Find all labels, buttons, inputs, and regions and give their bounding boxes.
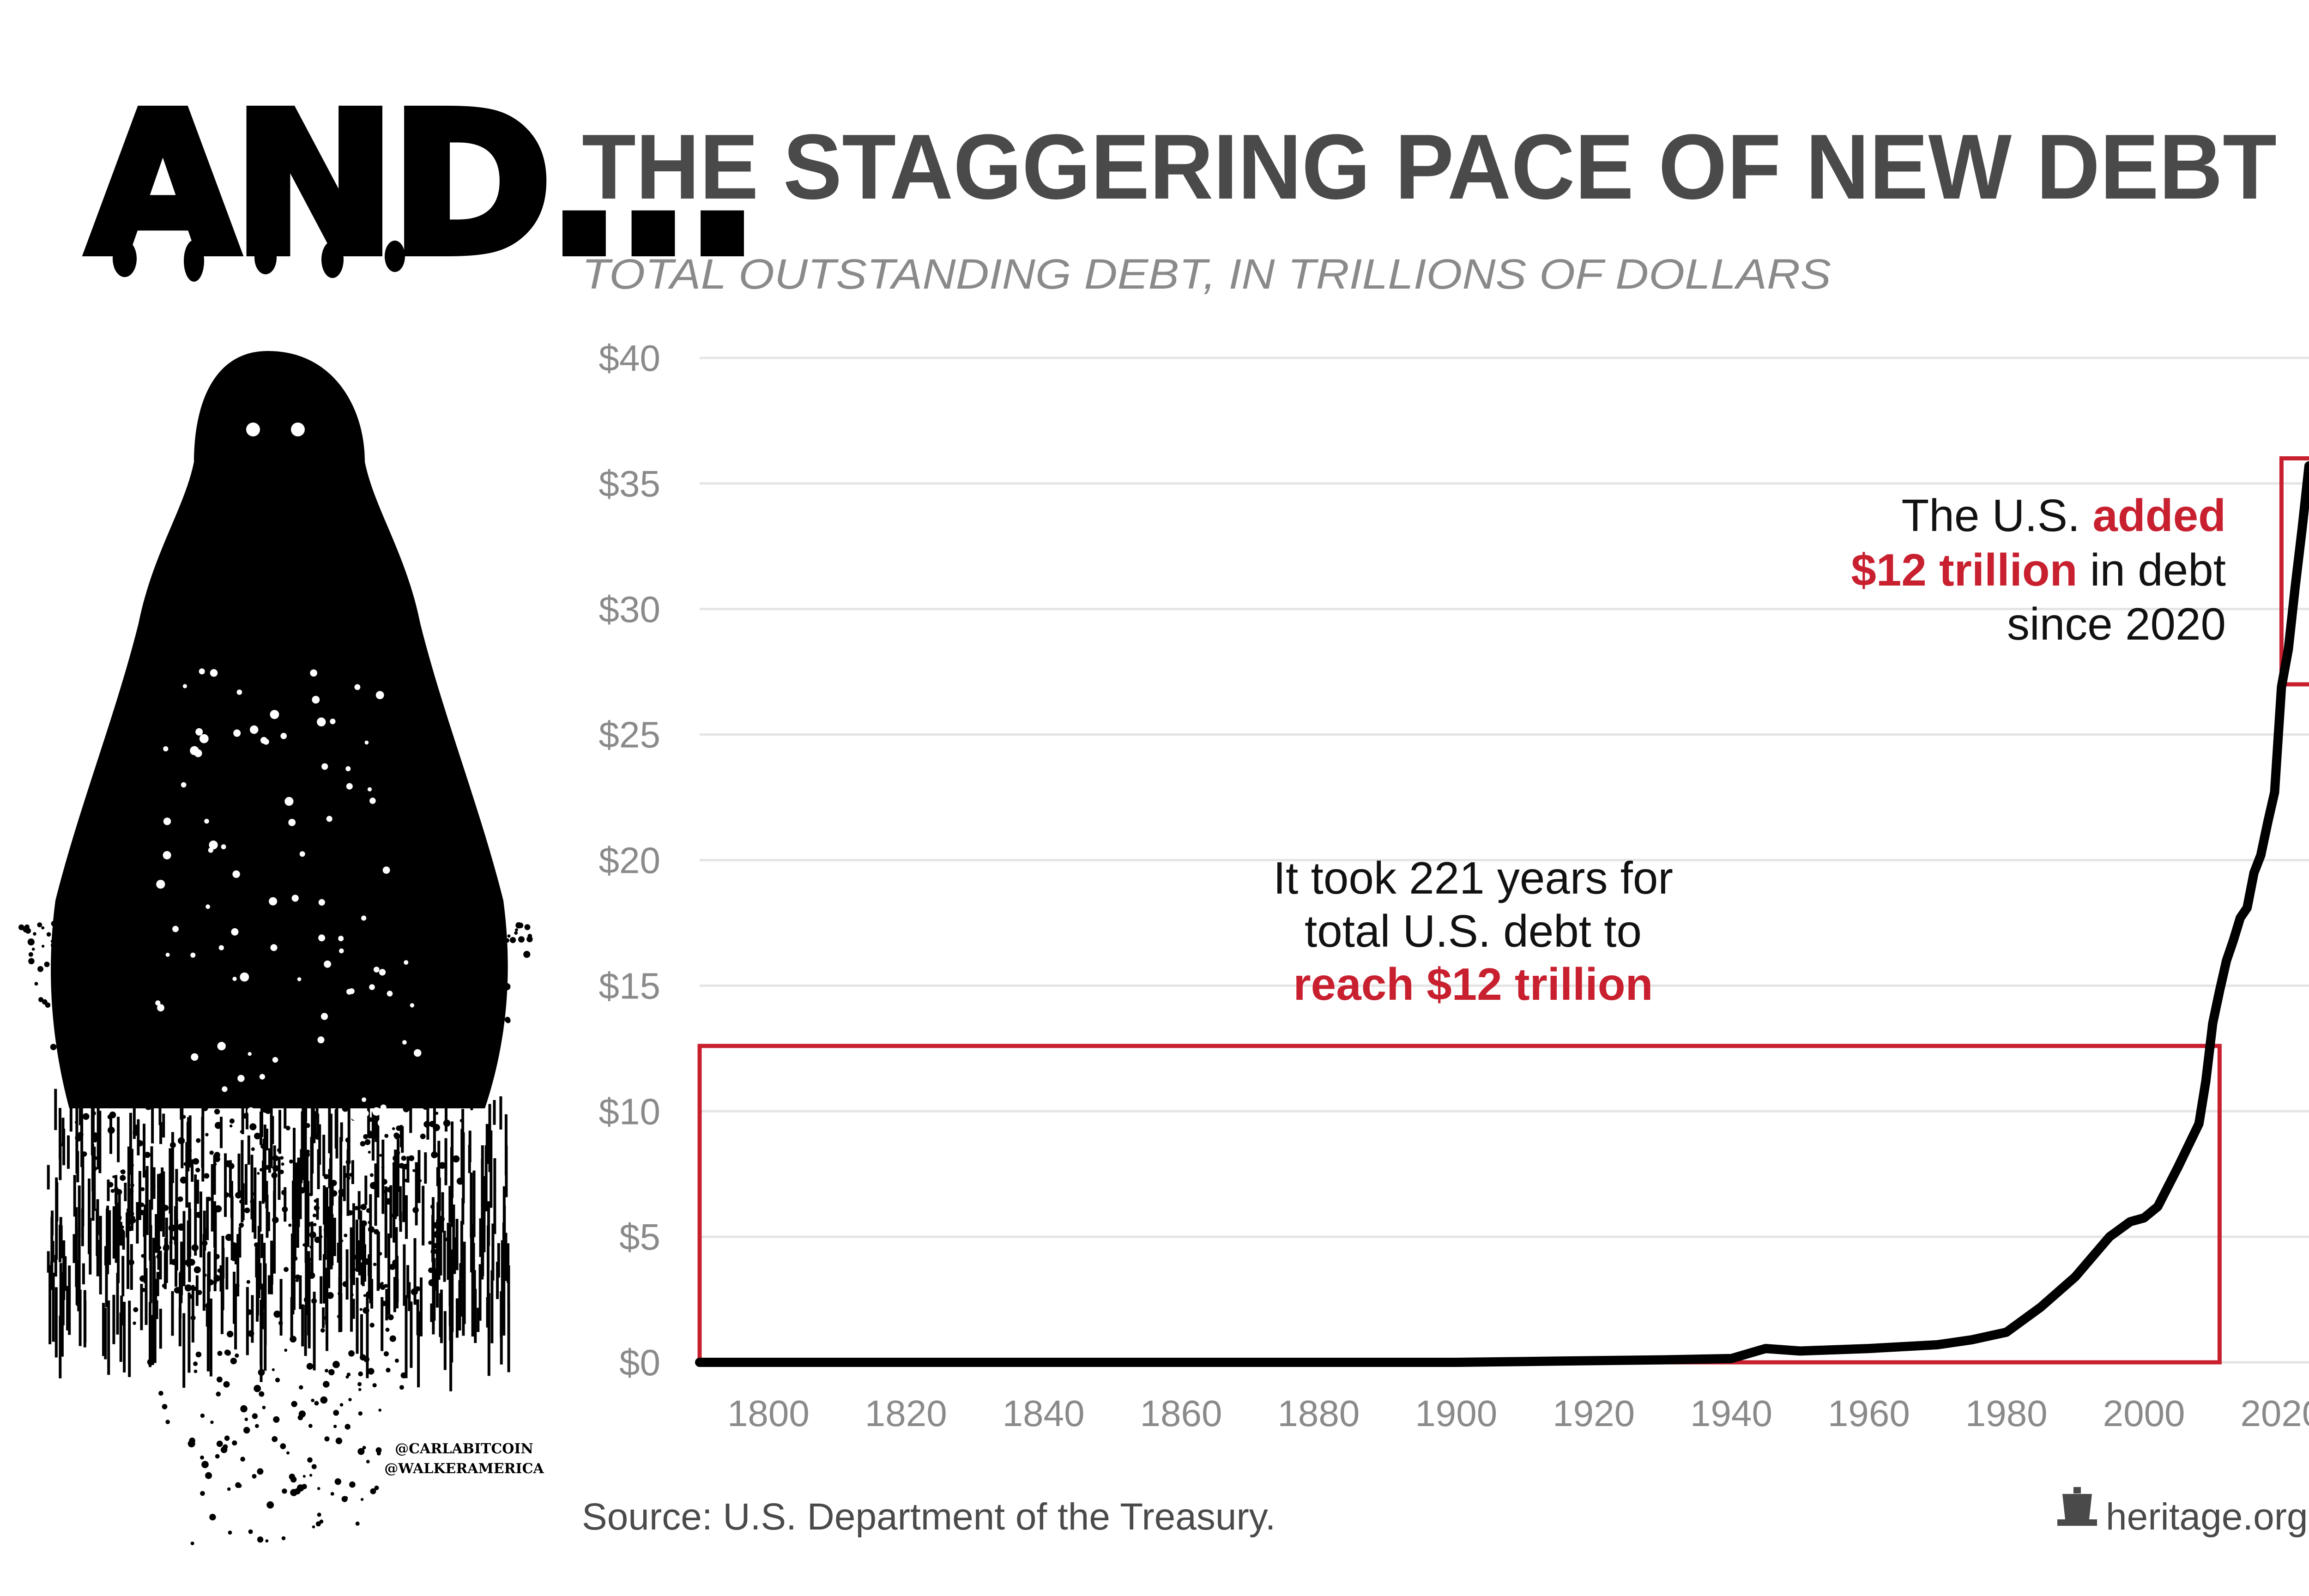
annotation-line: since 2020 (2007, 598, 2226, 649)
data-point (2240, 917, 2241, 919)
credits: @CARLABITCOIN @WALKERAMERICA (384, 1441, 544, 1477)
y-tick-label: $5 (619, 1216, 660, 1257)
y-axis-ticks: $0 $5 $10 $15 $20 $25 $30 $35 $40 (599, 338, 660, 1383)
annotation-line: The U.S. added (1901, 490, 2226, 541)
x-tick-label: 1820 (865, 1393, 947, 1434)
data-point (1868, 1348, 1869, 1349)
data-point (2281, 686, 2282, 688)
data-point (2212, 1022, 2213, 1024)
data-point (699, 1362, 700, 1363)
x-tick-label: 1940 (1690, 1393, 1772, 1434)
annotation-highlight: $12 trillion (1851, 544, 2077, 595)
data-point (2267, 822, 2268, 823)
data-point (2074, 1276, 2076, 1278)
data-point (1799, 1350, 1801, 1352)
data-point (1765, 1348, 1766, 1349)
data-point (2219, 990, 2220, 991)
x-tick-label: 1920 (1553, 1393, 1635, 1434)
credit-line-2: @WALKERAMERICA (384, 1461, 544, 1477)
brand-group: heritage.org (2057, 1487, 2308, 1538)
data-point (1730, 1358, 1732, 1359)
annotation-text: It took 221 years for (1273, 852, 1673, 903)
credit-line-1: @CARLABITCOIN (395, 1441, 533, 1457)
x-tick-label: 1900 (1415, 1393, 1497, 1434)
data-point (1559, 1360, 1560, 1362)
data-point (1112, 1362, 1113, 1363)
y-tick-label: $15 (599, 965, 660, 1006)
x-axis-ticks: 1800 1820 1840 1860 1880 1900 1920 1940 1960 1980… (727, 1393, 2309, 1434)
highlight-box-221-years (697, 1044, 2222, 1365)
x-tick-label: 1960 (1828, 1393, 1910, 1434)
data-point (2157, 1206, 2158, 1207)
x-tick-label: 1840 (1003, 1393, 1085, 1434)
grid-lines (700, 357, 2309, 1364)
annotation-highlight: added (2092, 490, 2226, 541)
annotation-text: total U.S. debt to (1305, 906, 1642, 956)
banner-drips (113, 240, 405, 282)
data-point (2178, 1166, 2179, 1167)
data-point (2288, 648, 2289, 650)
data-point (2253, 872, 2255, 873)
ghost-body (51, 351, 508, 1108)
highlight-box-since-2020 (2279, 456, 2309, 687)
data-point (2040, 1306, 2042, 1308)
x-tick-label: 2020 (2240, 1393, 2309, 1434)
data-point (1937, 1344, 1938, 1345)
bell-icon (2057, 1487, 2097, 1526)
ghost-eye-left (246, 423, 260, 436)
y-tick-label: $35 (599, 463, 660, 504)
annotation-line: $12 trillion in debt (1851, 544, 2226, 595)
data-point (2198, 1123, 2200, 1124)
y-tick-label: $30 (599, 589, 660, 630)
x-tick-label: 1980 (1965, 1393, 2048, 1434)
data-point (2129, 1221, 2131, 1222)
y-tick-label: $40 (599, 338, 660, 379)
x-tick-label: 2000 (2103, 1393, 2185, 1434)
annotation-line: It took 221 years for (1273, 852, 1673, 903)
data-point (2109, 1236, 2110, 1238)
ghost-eyes (246, 423, 305, 436)
banner-group: AND... (83, 67, 764, 302)
data-point (2226, 960, 2227, 961)
chart-subtitle: TOTAL OUTSTANDING DEBT, IN TRILLIONS OF … (582, 251, 1831, 298)
data-point (2233, 940, 2234, 941)
data-point (2274, 792, 2275, 793)
data-point (2246, 907, 2248, 908)
y-tick-label: $25 (599, 714, 660, 756)
ghost-sparkles (155, 668, 422, 1129)
annotation-text: in debt (2078, 544, 2226, 595)
chart-title: THE STAGGERING PACE OF NEW DEBT (582, 115, 2277, 218)
data-point (1456, 1362, 1457, 1363)
x-tick-label: 1800 (727, 1393, 810, 1434)
data-point (2006, 1331, 2007, 1333)
data-point (2302, 528, 2303, 529)
data-point (2143, 1217, 2145, 1219)
chart-source: Source: U.S. Department of the Treasury. (582, 1496, 1275, 1538)
annotation-text: since 2020 (2007, 598, 2226, 649)
data-point (2295, 586, 2296, 587)
annotation-line: reach $12 trillion (1294, 959, 1653, 1010)
x-tick-label: 1860 (1140, 1393, 1222, 1434)
y-tick-label: $10 (599, 1091, 660, 1132)
brand-label: heritage.org (2106, 1496, 2308, 1538)
y-tick-label: $20 (599, 840, 660, 881)
annotation-highlight: reach $12 trillion (1294, 959, 1653, 1010)
annotation-text: The U.S. (1901, 490, 2092, 541)
data-point (768, 1362, 769, 1363)
y-tick-label: $0 (619, 1342, 660, 1383)
annotation-line: total U.S. debt to (1305, 906, 1642, 956)
ghost-eye-right (291, 423, 305, 436)
ghost-figure (18, 351, 533, 1546)
x-tick-label: 1880 (1277, 1393, 1360, 1434)
data-point (1971, 1339, 1973, 1341)
